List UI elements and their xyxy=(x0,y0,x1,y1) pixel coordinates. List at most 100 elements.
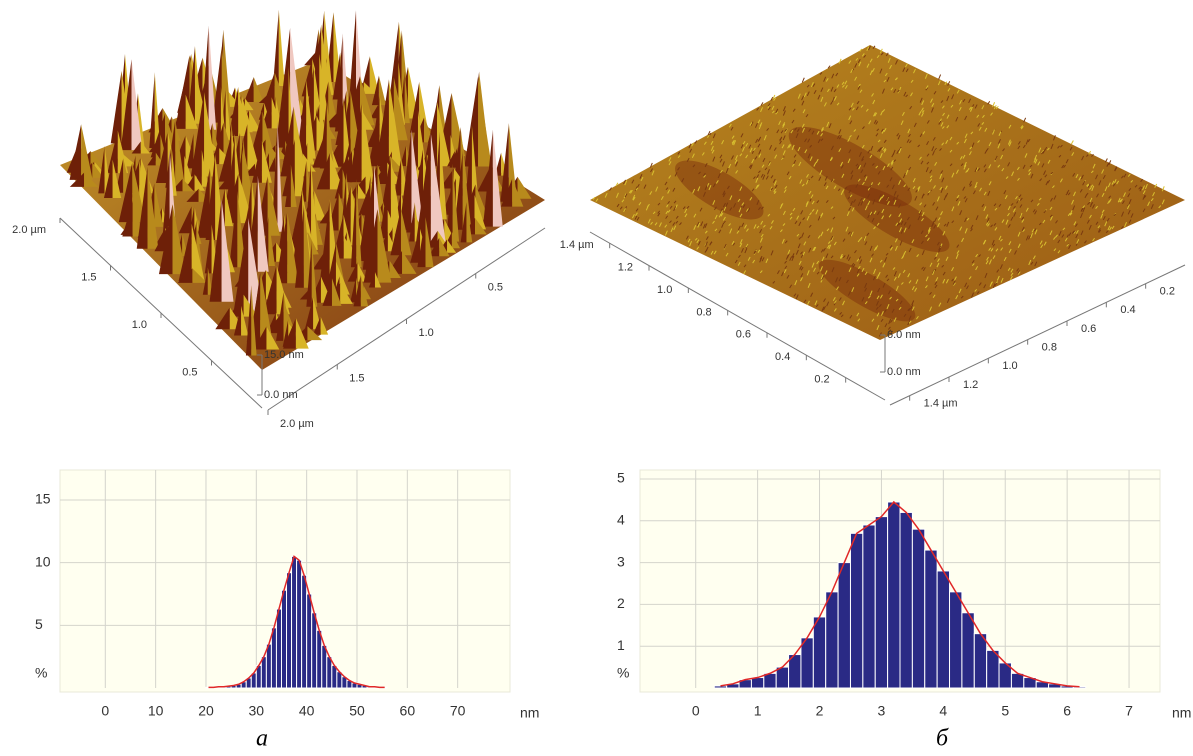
surface-grain xyxy=(630,189,633,194)
surface-grain xyxy=(926,161,930,165)
surface-grain xyxy=(805,202,809,207)
bar xyxy=(924,549,938,689)
surface-spike xyxy=(326,12,334,83)
surface-grain xyxy=(1107,225,1111,231)
surface-grain xyxy=(714,214,718,220)
surface-spike xyxy=(349,102,362,183)
surface-grain xyxy=(820,248,824,253)
surface-grain xyxy=(609,187,612,191)
surface-spike xyxy=(283,292,292,341)
surface-grain xyxy=(665,210,669,215)
surface-grain xyxy=(955,169,959,174)
surface-spike xyxy=(370,105,379,119)
y-tick-label: 15 xyxy=(35,491,51,507)
surface-grain xyxy=(1152,192,1155,197)
surface-grain xyxy=(938,120,942,125)
surface-grain xyxy=(1127,193,1131,198)
surface-grain xyxy=(809,212,812,216)
surface-grain xyxy=(749,147,753,153)
surface-grain xyxy=(888,214,892,218)
surface-grain xyxy=(1033,157,1037,163)
surface-grain xyxy=(1043,241,1047,246)
surface-grain xyxy=(1010,216,1014,221)
surface-grain xyxy=(1016,268,1020,272)
bar xyxy=(911,528,926,689)
surface-grain xyxy=(1066,189,1070,194)
surface-grain xyxy=(869,245,873,251)
surface-grain xyxy=(939,173,943,179)
surface-grain xyxy=(998,138,1001,144)
surface-grain xyxy=(881,147,885,151)
surface-grain xyxy=(922,267,926,272)
surface-grain xyxy=(907,154,911,159)
surface-grain xyxy=(1098,229,1102,234)
surface-spike xyxy=(306,160,313,202)
surface-grain xyxy=(929,262,933,267)
surface-spike xyxy=(246,175,258,272)
surface-spike xyxy=(182,178,194,192)
surface-grain xyxy=(853,199,856,203)
bar xyxy=(286,572,293,689)
surface-spike xyxy=(212,123,218,146)
surface-grain xyxy=(693,213,697,218)
surface-grain xyxy=(976,114,980,118)
surface-spike xyxy=(228,92,242,107)
surface-grain xyxy=(934,284,938,289)
surface-grain xyxy=(1057,250,1061,254)
surface-grain xyxy=(905,169,909,176)
surface-grain xyxy=(688,143,692,149)
surface-grain xyxy=(880,311,884,316)
surface-grain xyxy=(841,81,845,85)
surface-grain xyxy=(879,294,883,299)
surface-spike xyxy=(208,25,217,130)
surface-spike xyxy=(140,141,150,154)
surface-grain xyxy=(1128,219,1132,224)
y-tick-label: 0.4 xyxy=(775,351,790,363)
surface-grain xyxy=(730,126,734,131)
surface-grain xyxy=(1038,222,1042,226)
surface-grain xyxy=(800,277,803,282)
surface-spike xyxy=(437,92,452,157)
surface-spike xyxy=(307,143,315,165)
surface-grain xyxy=(933,224,937,229)
surface-grain xyxy=(852,107,855,111)
surface-grain xyxy=(1008,141,1012,147)
surface-grain xyxy=(686,157,690,162)
surface-grain xyxy=(921,110,925,113)
surface-grain xyxy=(811,130,815,135)
surface-grain xyxy=(889,245,893,249)
surface-grain xyxy=(735,161,739,167)
surface-grain xyxy=(720,169,723,174)
surface-grain xyxy=(1107,200,1111,205)
bar xyxy=(800,637,814,689)
surface-grain xyxy=(820,138,824,142)
surface-grain xyxy=(689,148,693,153)
surface-grain xyxy=(1078,176,1082,181)
surface-grain xyxy=(862,181,865,186)
surface-grain xyxy=(867,295,871,299)
surface-grain xyxy=(757,249,761,253)
surface-grain xyxy=(1101,169,1105,174)
surface-grain xyxy=(976,291,980,294)
surface-spike xyxy=(347,10,356,116)
surface-grain xyxy=(871,318,875,322)
surface-grain xyxy=(861,297,865,302)
surface-grain xyxy=(623,179,626,185)
surface-grain xyxy=(809,156,813,162)
surface-grain xyxy=(972,190,976,195)
y-tick-label: 1.2 xyxy=(618,262,633,274)
surface-grain xyxy=(755,138,759,144)
surface-grain xyxy=(1140,178,1144,183)
surface-grain xyxy=(854,249,857,254)
surface-grain xyxy=(893,88,897,94)
surface-grain xyxy=(685,235,689,240)
surface-grain xyxy=(1049,230,1053,236)
surface-grain xyxy=(876,300,879,306)
surface-grain xyxy=(751,158,755,164)
x-tick-label: 10 xyxy=(148,703,164,719)
surface-grain xyxy=(828,123,832,129)
surface-grain xyxy=(677,167,680,171)
surface-grain xyxy=(1084,194,1088,199)
surface-grain xyxy=(830,86,834,92)
surface-grain xyxy=(949,149,953,153)
